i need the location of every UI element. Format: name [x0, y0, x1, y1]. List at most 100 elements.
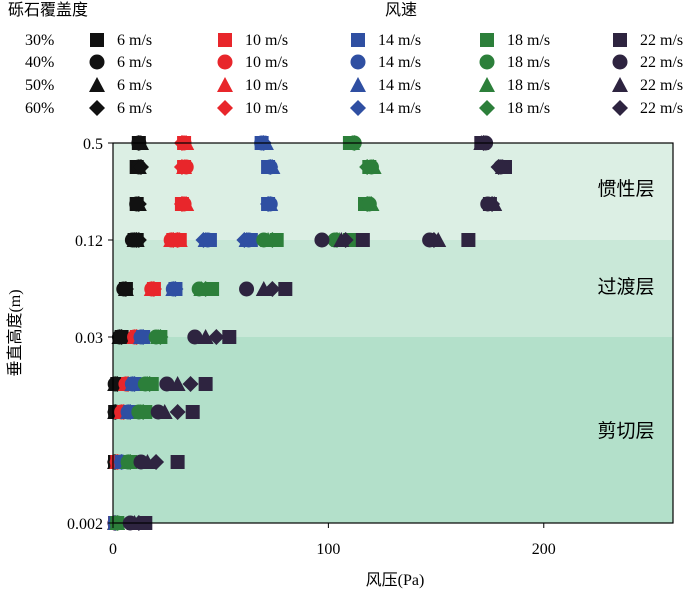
y-tick-label: 0.03 [75, 330, 103, 347]
legend-speed-label: 18 m/s [507, 100, 550, 117]
legend-marker [217, 100, 233, 116]
data-point [169, 404, 186, 420]
data-point [355, 233, 370, 247]
data-point [484, 196, 501, 212]
legend-marker [218, 33, 232, 47]
legend-speed-label: 18 m/s [507, 77, 550, 94]
legend-marker [217, 77, 233, 92]
legend-marker [350, 77, 366, 92]
data-point [130, 196, 147, 212]
data-point [117, 281, 134, 297]
data-point [165, 232, 182, 248]
legend-marker [89, 77, 105, 92]
legend-marker [217, 54, 233, 70]
legend-speed-label: 14 m/s [378, 77, 421, 94]
legend-marker [612, 54, 628, 70]
legend-marker [350, 54, 366, 70]
legend-marker [89, 54, 105, 70]
data-point [239, 281, 255, 297]
zone-label: 过渡层 [597, 276, 654, 298]
legend-coverage-label: 60% [25, 100, 54, 117]
data-point [133, 159, 149, 175]
data-point [197, 329, 214, 344]
zone-band [113, 337, 673, 523]
data-point [167, 281, 184, 297]
legend-speed-label: 6 m/s [117, 100, 152, 117]
data-point [145, 281, 162, 297]
legend-speed-label: 14 m/s [378, 100, 421, 117]
legend-marker [350, 100, 366, 116]
data-point [141, 376, 158, 392]
legend-speed-label: 22 m/s [640, 54, 683, 71]
x-tick-label: 200 [532, 541, 556, 558]
x-axis-label: 风压(Pa) [366, 572, 425, 589]
zone-backgrounds [113, 143, 673, 523]
data-point [197, 281, 214, 297]
data-point [461, 233, 476, 247]
legend-speed-label: 10 m/s [245, 100, 288, 117]
legend-speed-label: 18 m/s [507, 32, 550, 49]
data-point [359, 159, 376, 175]
data-point [148, 454, 165, 470]
zone-label: 惯性层 [597, 178, 654, 200]
legend-marker [612, 100, 628, 116]
data-point [262, 159, 279, 175]
legend-marker [612, 77, 628, 92]
data-point [135, 404, 152, 420]
legend-coverage-label: 30% [25, 32, 54, 49]
legend-coverage-label: 40% [25, 54, 54, 71]
data-point [122, 454, 139, 470]
data-point [208, 329, 225, 345]
legend-speed-label: 10 m/s [245, 77, 288, 94]
x-tick-label: 0 [109, 541, 117, 558]
legend-speed-label: 22 m/s [640, 77, 683, 94]
legend-marker [479, 77, 495, 92]
y-tick-label: 0.5 [83, 136, 103, 153]
legend-speed-title: 风速 [385, 1, 417, 19]
legend-coverage-title: 砾石覆盖度 [8, 1, 88, 19]
data-point [278, 282, 293, 296]
legend-speed-label: 14 m/s [378, 32, 421, 49]
legend-speed-label: 18 m/s [507, 54, 550, 71]
legend-speed-label: 14 m/s [378, 54, 421, 71]
data-point [195, 232, 212, 248]
legend-marker [89, 100, 105, 116]
legend-speed-label: 10 m/s [245, 32, 288, 49]
data-point [173, 159, 190, 175]
data-point [198, 377, 213, 391]
data-point [264, 232, 281, 248]
data-point [135, 329, 152, 345]
legend-speed-label: 10 m/s [245, 54, 288, 71]
data-point [359, 196, 376, 212]
data-point [170, 455, 185, 469]
legend-coverage-label: 50% [25, 77, 54, 94]
data-point [185, 405, 200, 419]
zone-band [113, 143, 673, 240]
data-point [264, 281, 281, 297]
data-point [128, 232, 145, 248]
legend: 砾石覆盖度 风速 30% 6 m/s 10 m/s 14 m/s 18 m/s 22 m/… [8, 1, 683, 117]
legend-speed-label: 22 m/s [640, 32, 683, 49]
legend-speed-label: 22 m/s [640, 100, 683, 117]
data-point [152, 329, 169, 345]
legend-marker [90, 33, 104, 47]
data-point [222, 330, 237, 344]
data-point [156, 404, 173, 419]
data-point [173, 196, 190, 212]
data-point [169, 376, 186, 391]
axes: 0 100 200 0.002 0.03 0.12 0.5 [67, 136, 674, 558]
data-point [490, 159, 507, 175]
data-point [260, 196, 277, 212]
y-tick-label: 0.12 [75, 233, 103, 250]
y-axis-label: 垂直高度(m) [6, 289, 24, 376]
legend-marker [479, 100, 495, 116]
legend-marker [479, 54, 495, 70]
legend-marker [613, 33, 627, 47]
legend-speed-label: 6 m/s [117, 77, 152, 94]
y-tick-label: 0.002 [67, 516, 103, 533]
data-point [182, 376, 199, 392]
data-point [113, 329, 130, 345]
data-point [425, 232, 442, 248]
